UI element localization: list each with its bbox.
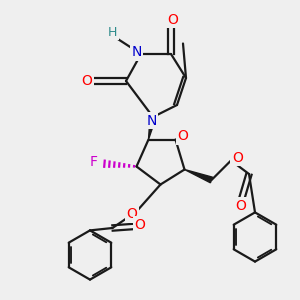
Text: O: O: [135, 218, 146, 232]
Text: O: O: [81, 74, 92, 88]
Text: O: O: [178, 129, 188, 143]
Text: H: H: [108, 26, 117, 39]
Text: N: N: [146, 114, 157, 128]
Text: O: O: [232, 151, 243, 164]
Text: N: N: [131, 46, 142, 59]
Text: F: F: [90, 155, 98, 169]
Polygon shape: [148, 116, 156, 140]
Polygon shape: [184, 169, 213, 183]
Text: O: O: [167, 13, 178, 26]
Text: O: O: [127, 208, 137, 221]
Text: O: O: [236, 199, 246, 213]
